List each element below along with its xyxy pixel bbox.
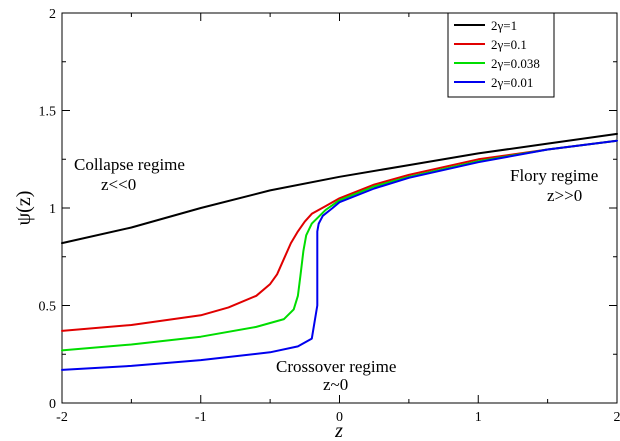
y-tick-label: 0.5 xyxy=(39,300,57,315)
series-lines xyxy=(61,132,618,371)
annotation-collapse: Collapse regime z<<0 xyxy=(74,155,185,194)
annotation-crossover-line-1: Crossover regime xyxy=(276,357,396,376)
x-tick-label: 0 xyxy=(336,410,343,425)
annotation-flory: Flory regime z>>0 xyxy=(510,166,598,205)
annotation-collapse-line-1: Collapse regime xyxy=(74,155,185,174)
y-tick-label: 0 xyxy=(49,397,56,412)
x-tick-label: -2 xyxy=(56,410,68,425)
x-tick-label: 2 xyxy=(614,410,620,425)
x-axis-title: z xyxy=(334,420,343,441)
y-tick-label: 1.5 xyxy=(39,105,57,120)
legend-label-1: 2γ=0.1 xyxy=(491,37,527,52)
x-tick-label: 1 xyxy=(475,410,482,425)
annotation-flory-line-2: z>>0 xyxy=(547,186,582,205)
series-line-0 xyxy=(61,132,618,245)
annotation-collapse-line-2: z<<0 xyxy=(101,175,136,194)
annotation-crossover: Crossover regime z~0 xyxy=(276,357,396,394)
y-axis-title: ψ(z) xyxy=(13,191,35,226)
legend: 2γ=1 2γ=0.1 2γ=0.038 2γ=0.01 xyxy=(447,12,555,98)
x-tick-label: -1 xyxy=(195,410,207,425)
y-tick-label: 2 xyxy=(49,7,56,22)
tick-marks xyxy=(61,12,618,404)
y-tick-label: 1 xyxy=(49,202,56,217)
series-line-3 xyxy=(61,139,618,371)
tick-labels: -2 -1 0 1 2 0 0.5 1 1.5 2 xyxy=(39,7,620,425)
legend-label-0: 2γ=1 xyxy=(491,18,517,33)
annotation-crossover-line-2: z~0 xyxy=(323,375,348,394)
legend-label-3: 2γ=0.01 xyxy=(491,75,533,90)
legend-label-2: 2γ=0.038 xyxy=(491,56,540,71)
annotation-flory-line-1: Flory regime xyxy=(510,166,598,185)
series-line-1 xyxy=(61,139,618,332)
